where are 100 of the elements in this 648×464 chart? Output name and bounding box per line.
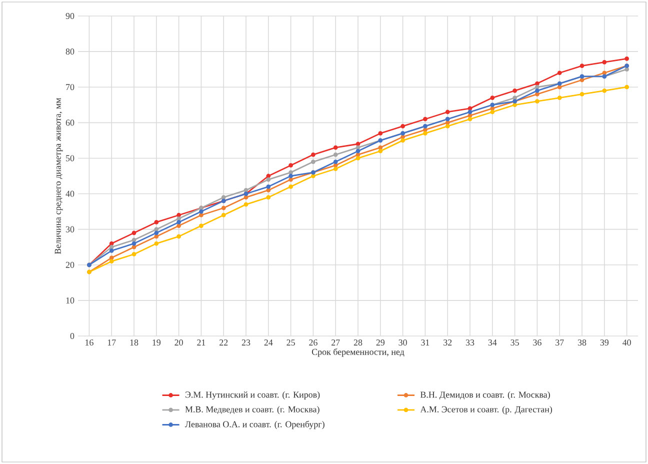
x-tick-label: 36 — [533, 340, 542, 346]
point — [266, 177, 271, 182]
point — [221, 206, 226, 210]
point — [333, 145, 338, 150]
point — [109, 256, 114, 260]
x-tick-label: 18 — [130, 340, 138, 346]
x-tick-label: 37 — [556, 340, 564, 346]
x-tick-label: 33 — [466, 340, 474, 346]
point — [333, 160, 338, 164]
point — [535, 99, 540, 104]
point — [221, 212, 226, 218]
y-tick-label: 40 — [66, 190, 74, 197]
point — [512, 102, 517, 108]
point — [176, 216, 181, 221]
x-tick-label: 32 — [444, 340, 452, 346]
point — [176, 220, 181, 224]
point — [109, 248, 114, 253]
legend-label: М.В. Медведев и соавт. (г. Москва) — [185, 406, 320, 414]
point — [288, 184, 293, 189]
y-tick-label: 10 — [66, 297, 74, 304]
point — [468, 116, 472, 122]
x-tick-label: 38 — [578, 340, 586, 346]
point — [400, 138, 405, 143]
y-tick-label: 60 — [66, 120, 74, 126]
point — [378, 148, 383, 154]
x-tick-label: 40 — [622, 340, 631, 346]
x-tick-label: 23 — [242, 340, 250, 346]
point — [244, 195, 248, 200]
point — [400, 124, 405, 128]
point — [445, 124, 450, 128]
y-tick-label: 30 — [66, 226, 74, 232]
point — [423, 116, 428, 122]
point — [176, 212, 181, 218]
point — [356, 148, 360, 154]
point — [580, 78, 584, 82]
point — [132, 252, 136, 256]
x-tick-label: 29 — [376, 340, 385, 346]
x-axis-title: Срок беременности, нед — [312, 348, 404, 357]
y-tick-label: 70 — [66, 84, 74, 90]
point — [154, 230, 159, 236]
x-tick-label: 24 — [264, 340, 273, 346]
x-tick-label: 22 — [220, 340, 228, 346]
point — [199, 224, 204, 228]
x-tick-label: 27 — [332, 340, 340, 346]
point — [132, 244, 136, 250]
point — [154, 220, 159, 224]
point — [311, 160, 316, 164]
x-tick-label: 20 — [174, 340, 183, 346]
legend-label: Э.М. Нутинский и соавт. (г. Киров) — [185, 391, 320, 400]
point — [624, 84, 629, 90]
point — [154, 241, 159, 246]
point — [132, 230, 136, 236]
point — [266, 188, 271, 192]
point — [512, 96, 517, 100]
y-axis-title: Величина среднего диаметра живота, мм — [54, 98, 63, 254]
point — [266, 174, 271, 178]
x-tick-label: 26 — [309, 340, 318, 346]
point — [199, 212, 204, 218]
point — [356, 156, 360, 160]
point — [311, 174, 316, 178]
x-tick-label: 21 — [197, 340, 206, 346]
y-tick-label: 20 — [66, 262, 74, 268]
point — [557, 84, 562, 90]
point — [244, 188, 248, 192]
x-tick-label: 16 — [86, 340, 94, 346]
point — [400, 134, 405, 140]
legend-label: В.Н. Демидов и соавт. (г. Москва) — [420, 391, 550, 400]
point — [288, 177, 293, 182]
point — [109, 241, 114, 246]
point — [154, 234, 159, 239]
point — [602, 88, 607, 93]
x-tick-label: 30 — [398, 340, 407, 346]
point — [535, 84, 540, 90]
point — [535, 81, 540, 86]
point — [288, 174, 293, 178]
point — [423, 131, 428, 136]
x-tick-label: 19 — [152, 340, 161, 346]
y-tick-label: 50 — [66, 155, 74, 162]
point — [176, 224, 181, 228]
point — [378, 145, 383, 150]
point — [132, 238, 136, 242]
x-tick-label: 25 — [286, 340, 295, 346]
point — [580, 92, 584, 96]
point — [512, 88, 517, 93]
point — [535, 92, 540, 96]
point — [535, 88, 540, 93]
point — [266, 195, 271, 200]
point — [580, 64, 584, 68]
point — [199, 209, 204, 214]
point — [468, 106, 472, 111]
point — [490, 96, 495, 100]
point — [288, 170, 293, 175]
x-tick-label: 35 — [510, 340, 519, 346]
point — [557, 70, 562, 76]
y-tick-label: 0 — [70, 332, 74, 340]
x-tick-label: 39 — [600, 340, 609, 346]
point — [333, 166, 338, 172]
x-tick-label: 17 — [108, 340, 116, 346]
point — [109, 259, 114, 264]
point — [333, 152, 338, 157]
